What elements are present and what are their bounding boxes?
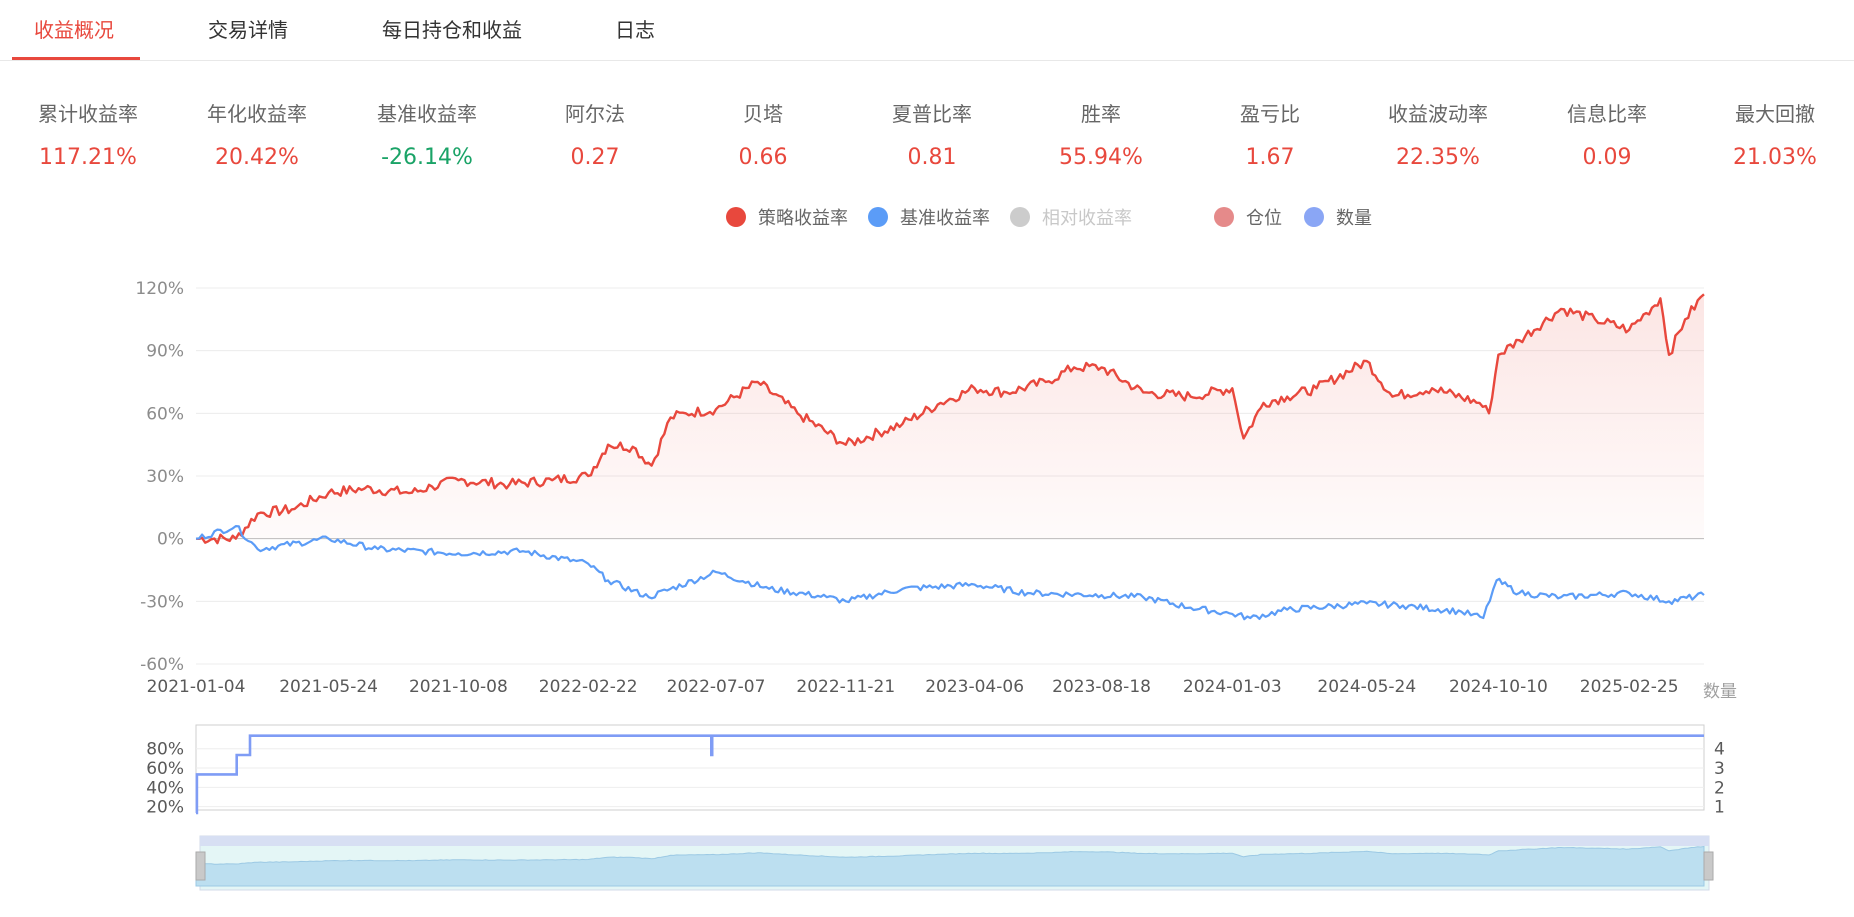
metric-label: 收益波动率: [1388, 102, 1488, 126]
y-tick-label: 90%: [146, 342, 184, 362]
metric-value: 55.94%: [1059, 145, 1143, 170]
legend-dot-icon: [726, 207, 746, 227]
benchmark-return-line: [195, 525, 1705, 621]
metric-label: 盈亏比: [1240, 102, 1300, 126]
legend-benchmark-return[interactable]: 基准收益率: [868, 204, 990, 230]
quantity-line: [195, 734, 1704, 815]
y-tick-label: 30%: [146, 467, 184, 487]
metric-information-ratio: 信息比率 0.09: [1532, 98, 1682, 170]
metric-label: 基准收益率: [377, 102, 477, 126]
metric-label: 阿尔法: [565, 102, 625, 126]
metric-label: 累计收益率: [38, 102, 138, 126]
y-tick-label: 60%: [146, 404, 184, 424]
legend-label: 相对收益率: [1042, 208, 1132, 229]
slider-handle-right[interactable]: [1703, 851, 1714, 881]
metric-label: 最大回撤: [1735, 102, 1815, 126]
metric-value: 117.21%: [39, 145, 137, 170]
sub-y-tick-label-right: 3: [1714, 759, 1725, 779]
legend-label: 数量: [1336, 208, 1372, 229]
sub-y-tick-label-left: 20%: [146, 798, 184, 818]
x-tick-label: 2022-07-07: [667, 677, 766, 697]
slider-handle-left[interactable]: [195, 851, 206, 881]
metric-label: 胜率: [1081, 102, 1121, 126]
legend-dot-icon: [868, 207, 888, 227]
x-tick-label: 2022-11-21: [796, 677, 895, 697]
metric-max-drawdown: 最大回撤 21.03%: [1700, 98, 1850, 170]
metric-label: 年化收益率: [207, 102, 307, 126]
metric-value: 21.03%: [1733, 145, 1817, 170]
y-tick-label: -60%: [140, 655, 184, 675]
metric-label: 信息比率: [1567, 102, 1647, 126]
x-tick-label: 2023-08-18: [1052, 677, 1151, 697]
metric-alpha: 阿尔法 0.27: [520, 98, 670, 170]
metric-value: 0.09: [1582, 145, 1632, 170]
metric-value: 0.81: [907, 145, 957, 170]
sub-y-tick-label-right: 4: [1714, 740, 1725, 760]
legend-label: 仓位: [1246, 208, 1282, 229]
sub-y-tick-label-right: 2: [1714, 778, 1725, 798]
metric-label: 贝塔: [743, 102, 783, 126]
metric-sharpe: 夏普比率 0.81: [857, 98, 1007, 170]
zoom-slider[interactable]: [195, 835, 1714, 891]
tab-trade-details[interactable]: 交易详情: [208, 18, 288, 42]
sub-right-axis-title: 数量: [1703, 682, 1737, 702]
legend-position[interactable]: 仓位: [1214, 204, 1282, 230]
tab-daily-positions[interactable]: 每日持仓和收益: [382, 18, 522, 42]
metric-beta: 贝塔 0.66: [688, 98, 838, 170]
metric-value: 0.27: [570, 145, 620, 170]
metric-profit-loss-ratio: 盈亏比 1.67: [1195, 98, 1345, 170]
metric-cumulative-return: 累计收益率 117.21%: [13, 98, 163, 170]
legend-quantity[interactable]: 数量: [1304, 204, 1372, 230]
tab-overview[interactable]: 收益概况: [34, 18, 114, 42]
strategy-return-line: [195, 293, 1705, 545]
legend-relative-return[interactable]: 相对收益率: [1010, 204, 1132, 230]
x-tick-label: 2021-01-04: [147, 677, 246, 697]
sub-y-tick-label-left: 60%: [146, 759, 184, 779]
metric-benchmark-return: 基准收益率 -26.14%: [352, 98, 502, 170]
x-tick-label: 2025-02-25: [1580, 677, 1679, 697]
x-tick-label: 2021-10-08: [409, 677, 508, 697]
sub-y-tick-label-left: 40%: [146, 778, 184, 798]
x-tick-label: 2022-02-22: [539, 677, 638, 697]
metric-value: -26.14%: [381, 145, 473, 170]
legend-label: 基准收益率: [900, 208, 990, 229]
x-tick-label: 2024-01-03: [1183, 677, 1282, 697]
x-tick-label: 2024-05-24: [1317, 677, 1416, 697]
legend-label: 策略收益率: [758, 208, 848, 229]
slider-header: [200, 836, 1709, 846]
sub-y-tick-label-right: 1: [1714, 798, 1725, 818]
active-tab-indicator: [12, 57, 140, 60]
y-tick-label: -30%: [140, 592, 184, 612]
legend-dot-icon: [1214, 207, 1234, 227]
sub-y-tick-label-left: 80%: [146, 740, 184, 760]
x-tick-label: 2023-04-06: [925, 677, 1024, 697]
metric-volatility: 收益波动率 22.35%: [1363, 98, 1513, 170]
x-tick-label: 2024-10-10: [1449, 677, 1548, 697]
metric-label: 夏普比率: [892, 102, 972, 126]
y-tick-label: 120%: [135, 279, 184, 299]
legend-dot-icon: [1010, 207, 1030, 227]
metric-win-rate: 胜率 55.94%: [1026, 98, 1176, 170]
legend-strategy-return[interactable]: 策略收益率: [726, 204, 848, 230]
legend-dot-icon: [1304, 207, 1324, 227]
tab-log[interactable]: 日志: [615, 18, 655, 42]
metric-value: 22.35%: [1396, 145, 1480, 170]
metric-value: 20.42%: [215, 145, 299, 170]
sub-chart-frame: [195, 724, 1705, 811]
slider-preview-area: [195, 845, 1705, 887]
y-tick-label: 0%: [157, 530, 184, 550]
metric-value: 0.66: [738, 145, 788, 170]
x-tick-label: 2021-05-24: [279, 677, 378, 697]
strategy-return-area: [196, 294, 1704, 544]
metric-value: 1.67: [1245, 145, 1295, 170]
metric-annualized-return: 年化收益率 20.42%: [182, 98, 332, 170]
tab-bar: 收益概况 交易详情 每日持仓和收益 日志: [0, 0, 1854, 61]
